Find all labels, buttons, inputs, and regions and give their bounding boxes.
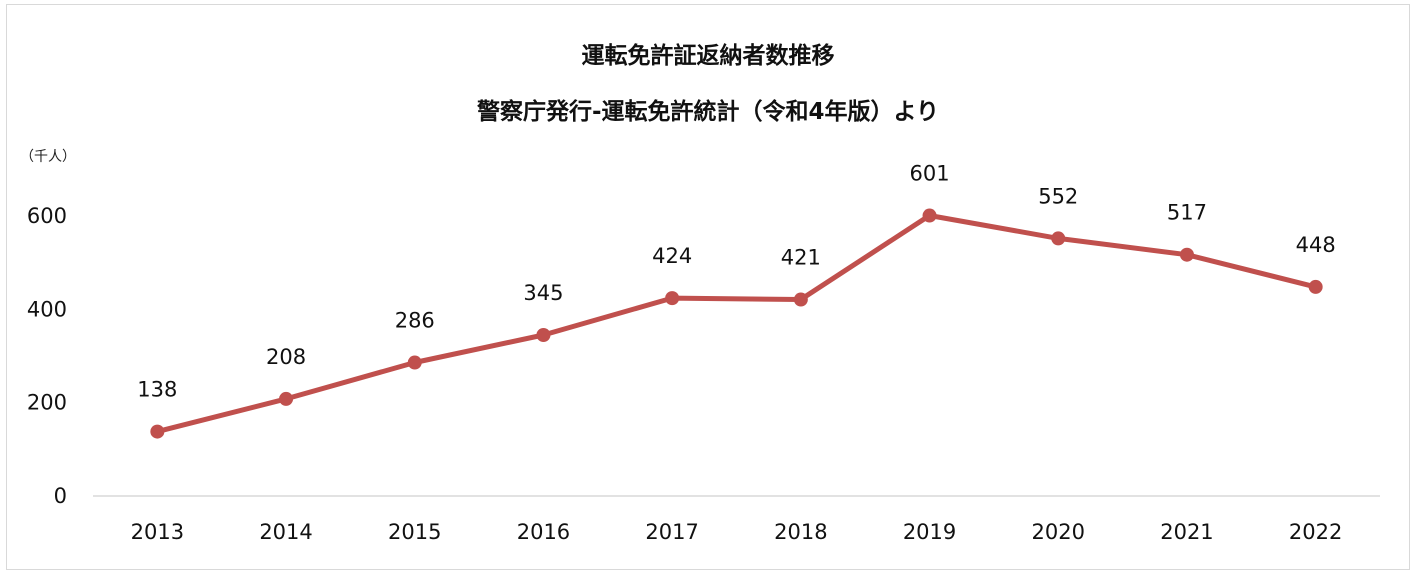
- x-tick-label: 2019: [903, 520, 956, 544]
- x-tick-label: 2013: [131, 520, 184, 544]
- x-tick-label: 2022: [1289, 520, 1342, 544]
- x-tick-label: 2020: [1032, 520, 1085, 544]
- data-label: 601: [910, 162, 950, 186]
- data-label: 517: [1167, 201, 1207, 225]
- data-point: [665, 291, 680, 306]
- x-tick-label: 2018: [774, 520, 827, 544]
- y-tick-label: 200: [27, 391, 67, 415]
- x-tick-label: 2014: [259, 520, 312, 544]
- y-axis-unit-label: （千人）: [20, 149, 76, 165]
- data-label: 421: [781, 246, 821, 270]
- data-point: [1308, 279, 1323, 294]
- data-label: 424: [652, 244, 692, 268]
- data-label: 552: [1038, 184, 1078, 208]
- series-line: [154, 213, 1319, 435]
- data-point: [1179, 247, 1194, 262]
- x-tick-label: 2021: [1160, 520, 1213, 544]
- data-point: [536, 328, 551, 342]
- data-point: [407, 355, 422, 370]
- data-label: 345: [523, 281, 563, 305]
- y-tick-label: 0: [54, 484, 67, 508]
- chart-frame: [6, 4, 1410, 570]
- data-label: 208: [266, 345, 306, 369]
- data-label: 138: [137, 378, 177, 402]
- y-tick-label: 400: [27, 297, 67, 321]
- data-point: [922, 208, 937, 223]
- chart-subtitle: 警察庁発行-運転免許統計（令和4年版）より: [476, 99, 940, 125]
- data-point: [150, 424, 165, 439]
- data-label: 448: [1296, 233, 1336, 257]
- x-tick-label: 2015: [388, 520, 441, 544]
- data-label: 286: [395, 309, 435, 333]
- x-tick-label: 2017: [645, 520, 698, 544]
- x-tick-label: 2016: [517, 520, 570, 544]
- y-tick-label: 600: [27, 204, 67, 228]
- chart-title: 運転免許証返納者数推移: [581, 43, 835, 69]
- data-point: [1051, 231, 1066, 246]
- data-point: [793, 292, 808, 307]
- data-point: [279, 391, 294, 406]
